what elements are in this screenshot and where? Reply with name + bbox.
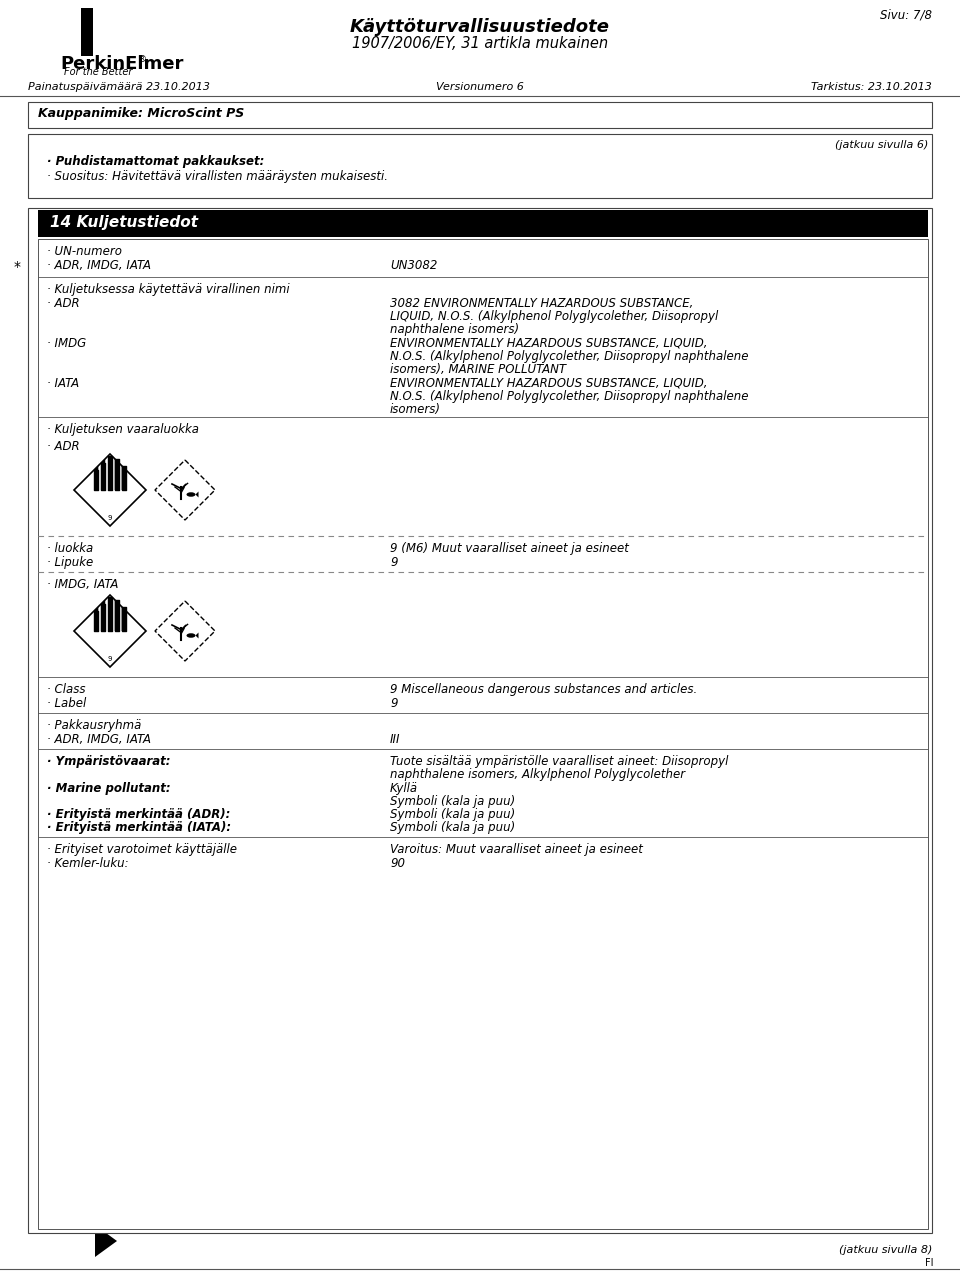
Polygon shape — [95, 1225, 117, 1256]
Text: N.O.S. (Alkylphenol Polyglycolether, Diisopropyl naphthalene: N.O.S. (Alkylphenol Polyglycolether, Dii… — [390, 390, 749, 404]
Text: Symboli (kala ja puu): Symboli (kala ja puu) — [390, 821, 516, 834]
Text: · Marine pollutant:: · Marine pollutant: — [47, 782, 171, 796]
Ellipse shape — [186, 633, 196, 638]
Text: III: III — [390, 733, 400, 746]
Text: 3082 ENVIRONMENTALLY HAZARDOUS SUBSTANCE,: 3082 ENVIRONMENTALLY HAZARDOUS SUBSTANCE… — [390, 297, 693, 311]
Bar — [28, 102, 932, 129]
Text: *: * — [14, 260, 21, 274]
Text: · Kuljetuksen vaaraluokka: · Kuljetuksen vaaraluokka — [47, 423, 199, 435]
Bar — [38, 239, 928, 1228]
Text: Tuote sisältää ympäristölle vaaralliset aineet: Diisopropyl: Tuote sisältää ympäristölle vaaralliset … — [390, 755, 729, 768]
Text: For the Better: For the Better — [64, 67, 132, 76]
Text: · ADR: · ADR — [47, 297, 80, 311]
Text: ®: ® — [138, 55, 147, 64]
Text: · Kemler-luku:: · Kemler-luku: — [47, 857, 129, 869]
Polygon shape — [101, 600, 106, 631]
Text: PerkinElmer: PerkinElmer — [60, 55, 183, 73]
Text: · IMDG: · IMDG — [47, 337, 86, 350]
Text: Tarkistus: 23.10.2013: Tarkistus: 23.10.2013 — [811, 81, 932, 92]
Text: · Kuljetuksessa käytettävä virallinen nimi: · Kuljetuksessa käytettävä virallinen ni… — [47, 283, 290, 297]
Polygon shape — [122, 466, 126, 490]
Text: · Erityistä merkintää (ADR):: · Erityistä merkintää (ADR): — [47, 808, 230, 821]
Polygon shape — [122, 607, 126, 631]
Text: · Erityiset varotoimet käyttäjälle: · Erityiset varotoimet käyttäjälle — [47, 843, 237, 855]
Text: FI: FI — [925, 1258, 934, 1268]
Text: · IMDG, IATA: · IMDG, IATA — [47, 578, 118, 591]
Text: ENVIRONMENTALLY HAZARDOUS SUBSTANCE, LIQUID,: ENVIRONMENTALLY HAZARDOUS SUBSTANCE, LIQ… — [390, 337, 708, 350]
Text: 1907/2006/EY, 31 artikla mukainen: 1907/2006/EY, 31 artikla mukainen — [352, 36, 608, 51]
Text: · Pakkausryhmä: · Pakkausryhmä — [47, 719, 141, 732]
Text: 14 Kuljetustiedot: 14 Kuljetustiedot — [50, 215, 198, 230]
Text: · Puhdistamattomat pakkaukset:: · Puhdistamattomat pakkaukset: — [47, 155, 264, 168]
Text: Versionumero 6: Versionumero 6 — [436, 81, 524, 92]
Text: 9: 9 — [390, 556, 397, 569]
Text: (jatkuu sivulla 6): (jatkuu sivulla 6) — [834, 140, 928, 150]
Text: · Suositus: Hävitettävä virallisten määräysten mukaisesti.: · Suositus: Hävitettävä virallisten määr… — [47, 171, 388, 183]
Bar — [38, 210, 928, 237]
Text: · ADR, IMDG, IATA: · ADR, IMDG, IATA — [47, 733, 151, 746]
Text: LIQUID, N.O.S. (Alkylphenol Polyglycolether, Diisopropyl: LIQUID, N.O.S. (Alkylphenol Polyglycolet… — [390, 311, 718, 323]
Text: · Erityistä merkintää (IATA):: · Erityistä merkintää (IATA): — [47, 821, 231, 834]
Text: naphthalene isomers): naphthalene isomers) — [390, 323, 519, 336]
Polygon shape — [196, 633, 199, 639]
Ellipse shape — [186, 493, 196, 496]
Text: Kyllä: Kyllä — [390, 782, 419, 796]
Text: · Class: · Class — [47, 684, 85, 696]
Polygon shape — [115, 458, 119, 490]
Text: Sivu: 7/8: Sivu: 7/8 — [880, 8, 932, 20]
Text: N.O.S. (Alkylphenol Polyglycolether, Diisopropyl naphthalene: N.O.S. (Alkylphenol Polyglycolether, Dii… — [390, 350, 749, 363]
Text: isomers): isomers) — [390, 404, 441, 416]
Text: · UN-numero: · UN-numero — [47, 244, 122, 258]
Text: (jatkuu sivulla 8): (jatkuu sivulla 8) — [839, 1245, 932, 1255]
Text: Varoitus: Muut vaaralliset aineet ja esineet: Varoitus: Muut vaaralliset aineet ja esi… — [390, 843, 643, 855]
Text: 9 (M6) Muut vaaralliset aineet ja esineet: 9 (M6) Muut vaaralliset aineet ja esinee… — [390, 542, 629, 555]
Text: · luokka: · luokka — [47, 542, 93, 555]
Text: Käyttöturvallisuustiedote: Käyttöturvallisuustiedote — [350, 18, 610, 36]
Polygon shape — [196, 491, 199, 498]
Text: · Lipuke: · Lipuke — [47, 556, 93, 569]
Polygon shape — [94, 466, 98, 490]
Bar — [28, 207, 932, 1234]
Text: isomers), MARINE POLLUTANT: isomers), MARINE POLLUTANT — [390, 363, 566, 376]
Text: ENVIRONMENTALLY HAZARDOUS SUBSTANCE, LIQUID,: ENVIRONMENTALLY HAZARDOUS SUBSTANCE, LIQ… — [390, 377, 708, 390]
Polygon shape — [115, 600, 119, 631]
Text: 9: 9 — [390, 698, 397, 710]
Text: Symboli (kala ja puu): Symboli (kala ja puu) — [390, 808, 516, 821]
Text: Kauppanimike: MicroScint PS: Kauppanimike: MicroScint PS — [38, 107, 244, 120]
Text: · ADR: · ADR — [47, 440, 80, 453]
Text: naphthalene isomers, Alkylphenol Polyglycolether: naphthalene isomers, Alkylphenol Polygly… — [390, 768, 685, 782]
Polygon shape — [94, 607, 98, 631]
Bar — [81, 8, 93, 56]
Text: 9: 9 — [108, 516, 112, 521]
Text: Symboli (kala ja puu): Symboli (kala ja puu) — [390, 796, 516, 808]
Text: · Ympäristövaarat:: · Ympäristövaarat: — [47, 755, 171, 768]
Text: · ADR, IMDG, IATA: · ADR, IMDG, IATA — [47, 258, 151, 272]
Text: 9 Miscellaneous dangerous substances and articles.: 9 Miscellaneous dangerous substances and… — [390, 684, 697, 696]
Text: UN3082: UN3082 — [390, 258, 438, 272]
Polygon shape — [108, 597, 112, 631]
Text: · Label: · Label — [47, 698, 86, 710]
Polygon shape — [101, 458, 106, 490]
Text: Painatuspäivämäärä 23.10.2013: Painatuspäivämäärä 23.10.2013 — [28, 81, 210, 92]
Polygon shape — [108, 456, 112, 490]
Text: · IATA: · IATA — [47, 377, 79, 390]
Text: 90: 90 — [390, 857, 405, 869]
Bar — [28, 134, 932, 199]
Text: 9: 9 — [108, 656, 112, 662]
